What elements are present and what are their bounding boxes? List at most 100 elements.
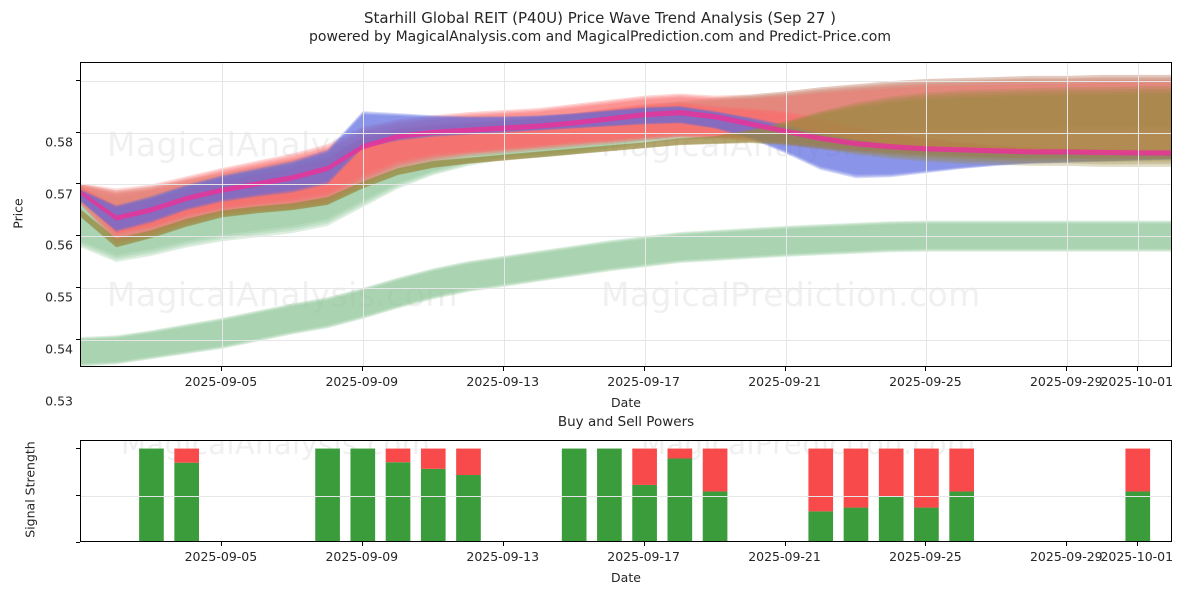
buy-power-bar xyxy=(561,448,587,541)
power-xtick-mark xyxy=(784,542,786,546)
buy-power-bar xyxy=(350,448,376,541)
price-gridline-h xyxy=(81,184,1171,186)
price-ytick-mark xyxy=(76,286,80,288)
buy-power-bar xyxy=(385,462,411,541)
sell-power-bar xyxy=(456,448,481,475)
buy-power-bar xyxy=(878,496,904,541)
price-band-blue-wave xyxy=(81,107,1171,231)
power-xtick-label: 2025-09-09 xyxy=(325,549,399,564)
sell-power-bar xyxy=(667,448,693,459)
buy-power-bar xyxy=(174,462,200,541)
price-xtick-mark xyxy=(1066,367,1068,371)
price-band-outer-green-upper xyxy=(81,80,1171,256)
buy-power-bar xyxy=(632,484,657,541)
sell-power-bar xyxy=(174,448,200,463)
power-xtick-mark xyxy=(643,542,645,546)
buy-power-bar xyxy=(667,458,693,541)
price-xtick-label: 2025-09-17 xyxy=(607,374,680,389)
power-xtick-mark xyxy=(361,542,363,546)
price-ytick-label: 0.58 xyxy=(45,134,73,150)
price-yaxis-label: Price xyxy=(10,197,26,229)
price-band-blue-wave xyxy=(81,106,1171,232)
price-xtick-mark xyxy=(643,367,645,371)
price-ytick-label: 0.53 xyxy=(45,393,73,409)
price-gridline-v xyxy=(221,63,223,366)
power-xtick-label: 2025-09-21 xyxy=(748,549,821,564)
power-gridline-h xyxy=(81,495,1171,497)
sell-power-bar xyxy=(420,448,446,469)
price-ytick-label: 0.55 xyxy=(45,289,73,305)
price-ytick-mark xyxy=(76,338,80,340)
price-ytick-mark xyxy=(76,183,80,185)
power-xaxis-label: Date xyxy=(611,570,641,585)
power-xtick-mark xyxy=(925,542,927,546)
buy-power-bar xyxy=(702,491,728,541)
power-bar-svg xyxy=(139,448,1151,541)
price-gridline-v xyxy=(1067,63,1069,366)
power-chart-title: Buy and Sell Powers xyxy=(557,414,695,430)
power-xtick-mark xyxy=(220,542,222,546)
power-xtick-mark xyxy=(1136,542,1138,546)
price-xtick-mark xyxy=(925,367,927,371)
price-band-red-wave-outer xyxy=(81,80,1171,240)
power-xtick-label: 2025-09-13 xyxy=(466,549,540,564)
sell-power-bar xyxy=(843,448,869,508)
price-ytick-label: 0.57 xyxy=(45,186,73,202)
price-gridline-v xyxy=(785,63,787,366)
price-plot-area: MagicalAnalysis.com MagicalAnalysis.com … xyxy=(80,62,1172,367)
price-ytick-label: 0.54 xyxy=(45,341,73,357)
price-gridline-h xyxy=(81,287,1171,289)
price-xtick-mark xyxy=(1136,367,1138,371)
price-xaxis-label: Date xyxy=(611,395,641,410)
buy-power-bar xyxy=(843,507,869,541)
price-gridline-v xyxy=(503,63,505,366)
figure-title-block: Starhill Global REIT (P40U) Price Wave T… xyxy=(0,8,1200,47)
power-yaxis-label: Signal Strength xyxy=(22,441,38,538)
price-gridline-h xyxy=(81,236,1171,238)
buy-power-bar xyxy=(1125,491,1151,541)
price-xtick-label: 2025-09-09 xyxy=(325,374,399,389)
buy-power-bar xyxy=(315,448,340,541)
price-xtick-label: 2025-09-25 xyxy=(889,374,962,389)
price-band-olive-brown-wave xyxy=(81,94,1171,247)
sell-power-bar xyxy=(808,448,834,512)
power-xtick-label: 2025-09-29 xyxy=(1029,549,1103,564)
sell-power-bar xyxy=(878,448,904,497)
page-title: Starhill Global REIT (P40U) Price Wave T… xyxy=(363,9,837,27)
price-xtick-label: 2025-10-01 xyxy=(1100,374,1174,389)
power-xtick-mark xyxy=(502,542,504,546)
power-xtick-label: 2025-09-05 xyxy=(184,549,258,564)
sell-power-bar xyxy=(385,448,411,463)
price-band-red-wave-outer xyxy=(81,77,1171,242)
price-gridline-h xyxy=(81,132,1171,134)
price-xtick-label: 2025-09-05 xyxy=(184,374,258,389)
buy-power-bar xyxy=(808,511,834,541)
price-band-outer-green-lower xyxy=(81,223,1171,364)
price-gridline-v xyxy=(644,63,646,366)
price-xtick-label: 2025-09-13 xyxy=(466,374,540,389)
buy-power-bar xyxy=(420,468,446,541)
price-ytick-label: 0.56 xyxy=(45,237,73,253)
power-ytick-mark xyxy=(76,542,80,543)
price-xtick-label: 2025-09-21 xyxy=(748,374,821,389)
price-band-red-wave-inner xyxy=(81,105,1171,233)
power-ytick-mark xyxy=(76,494,80,496)
price-xtick-mark xyxy=(361,367,363,371)
power-xtick-label: 2025-09-25 xyxy=(889,549,962,564)
price-band-outer-green-lower xyxy=(81,221,1171,366)
buy-power-bar xyxy=(949,491,974,541)
buy-power-bar xyxy=(914,507,939,541)
price-xtick-mark xyxy=(784,367,786,371)
sell-power-bar xyxy=(1125,448,1151,492)
price-gridline-v xyxy=(926,63,928,366)
price-ytick-mark xyxy=(76,131,80,133)
price-band-outer-green-lower xyxy=(81,220,1171,366)
price-band-red-wave-inner xyxy=(81,104,1171,234)
sell-power-bar xyxy=(949,448,974,492)
price-band-outer-green-upper xyxy=(81,78,1171,258)
price-band-outer-green-upper xyxy=(81,74,1171,263)
sell-power-bar xyxy=(632,448,657,485)
price-band-svg xyxy=(81,74,1171,366)
figure-subtitle: powered by MagicalAnalysis.com and Magic… xyxy=(309,29,891,45)
